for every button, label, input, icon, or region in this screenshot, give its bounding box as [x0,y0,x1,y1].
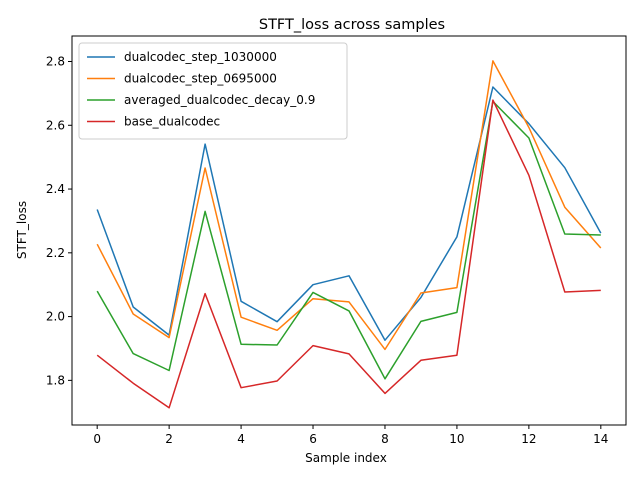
legend: dualcodec_step_1030000 dualcodec_step_069… [78,42,348,140]
series-line-0 [96,86,602,341]
x-tick-label: 0 [93,432,101,446]
y-tick-label: 1.8 [46,373,65,387]
series-line-1 [96,60,602,351]
y-axis-title: STFT_loss [15,201,29,259]
x-axis: 0 2 4 6 8 10 12 14 [93,425,608,446]
legend-label-0: dualcodec_step_1030000 [124,50,277,64]
plot-lines [96,60,602,409]
legend-label-3: base_dualcodec [124,115,220,129]
x-tick-label: 6 [309,432,317,446]
x-tick-label: 10 [449,432,464,446]
x-tick-label: 8 [381,432,389,446]
y-tick-label: 2.0 [46,310,65,324]
x-axis-title: Sample index [305,451,387,465]
x-tick-label: 2 [165,432,173,446]
y-tick-label: 2.6 [46,118,65,132]
legend-label-1: dualcodec_step_0695000 [124,72,277,86]
y-axis: 1.8 2.0 2.2 2.4 2.6 2.8 [46,55,72,387]
plot-frame [71,35,627,426]
x-tick-label: 14 [593,432,608,446]
legend-label-2: averaged_dualcodec_decay_0.9 [124,93,315,107]
chart-title: STFT_loss across samples [259,17,445,33]
legend-box [78,42,348,140]
y-tick-label: 2.4 [46,182,65,196]
y-tick-label: 2.8 [46,55,65,69]
y-tick-label: 2.2 [46,246,65,260]
series-line-2 [96,100,601,380]
series-line-3 [96,99,601,409]
x-tick-label: 4 [237,432,245,446]
x-tick-label: 12 [521,432,536,446]
